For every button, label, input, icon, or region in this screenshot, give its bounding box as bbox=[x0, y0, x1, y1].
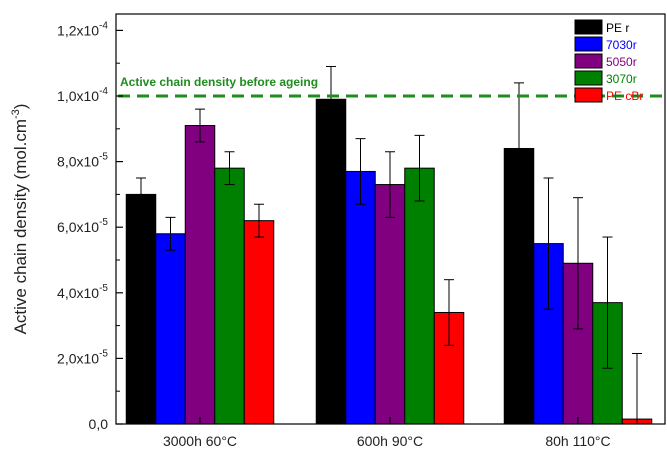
y-tick-label: 1,2x10-4 bbox=[57, 20, 108, 38]
bar bbox=[214, 167, 245, 425]
bar bbox=[125, 193, 157, 425]
y-tick-label: 6,0x10-5 bbox=[57, 217, 108, 235]
y-axis-title: Active chain density (mol.cm-3) bbox=[10, 104, 30, 335]
axes-layer: 0,0 2,0x10-5 4,0x10-5 6,0x10-5 8,0x10-5 1,0x1… bbox=[57, 13, 666, 449]
bar bbox=[155, 233, 186, 425]
legend-entry: 5050r bbox=[606, 55, 637, 69]
legend-swatch bbox=[574, 36, 603, 52]
legend-swatch bbox=[574, 53, 603, 69]
reference-line-label: Active chain density before ageing bbox=[120, 75, 318, 89]
x-tick-label: 80h 110°C bbox=[545, 433, 610, 449]
bar bbox=[345, 170, 376, 425]
y-tick-label: 2,0x10-5 bbox=[57, 348, 108, 366]
bar bbox=[404, 167, 435, 425]
legend-entry: PE r bbox=[606, 21, 629, 35]
y-tick-label: 4,0x10-5 bbox=[57, 283, 108, 301]
bar bbox=[374, 184, 406, 425]
bar bbox=[243, 220, 275, 425]
x-tick-label: 3000h 60°C bbox=[163, 433, 237, 449]
y-axis-title-group: Active chain density (mol.cm-3) bbox=[10, 104, 30, 335]
bar bbox=[315, 98, 347, 425]
legend: PE r 7030r 5050r 3070r PE cBr bbox=[574, 19, 643, 103]
legend-entry: 7030r bbox=[606, 38, 637, 52]
y-tick-label: 1,0x10-4 bbox=[57, 86, 108, 104]
error-bars-layer bbox=[136, 65, 642, 425]
legend-entry: 3070r bbox=[606, 72, 637, 86]
legend-entry: PE cBr bbox=[606, 89, 643, 103]
legend-swatch bbox=[574, 87, 603, 103]
reference-line-group: Active chain density before ageing bbox=[118, 75, 663, 98]
legend-swatch bbox=[574, 70, 603, 86]
y-tick-label: 0,0 bbox=[89, 416, 109, 432]
bar bbox=[184, 125, 216, 425]
legend-swatch bbox=[574, 19, 603, 35]
bars-layer bbox=[125, 98, 653, 425]
y-tick-label: 8,0x10-5 bbox=[57, 152, 108, 170]
x-tick-label: 600h 90°C bbox=[357, 433, 423, 449]
